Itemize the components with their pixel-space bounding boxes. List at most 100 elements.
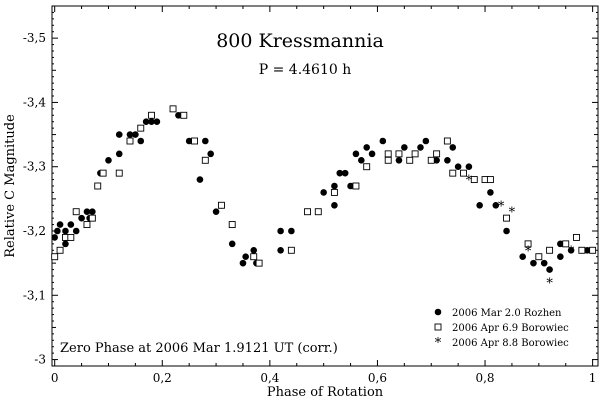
data-point	[331, 182, 338, 190]
data-point	[320, 189, 327, 196]
data-point	[422, 137, 430, 145]
plot-frame	[51, 5, 599, 367]
data-point	[175, 111, 182, 119]
data-point	[578, 246, 586, 254]
data-point	[562, 240, 570, 248]
data-point	[460, 169, 467, 177]
data-point	[589, 246, 597, 254]
data-point	[567, 246, 575, 254]
data-point	[358, 156, 365, 164]
data-point	[115, 150, 123, 158]
data-point	[126, 137, 134, 145]
data-point	[347, 182, 354, 190]
data-point	[51, 253, 59, 261]
data-point	[142, 118, 150, 126]
data-point	[304, 208, 311, 216]
data-point	[54, 227, 61, 235]
data-point	[94, 182, 102, 190]
data-point	[242, 253, 249, 261]
data-point	[449, 144, 457, 151]
chart-subtitle: P = 4.4610 h	[259, 62, 352, 78]
data-point	[56, 246, 64, 254]
data-point	[406, 156, 414, 164]
data-point	[72, 227, 80, 235]
data-point	[88, 214, 96, 222]
data-point	[524, 240, 532, 248]
data-point	[427, 156, 435, 164]
data-point	[503, 227, 510, 235]
chart-title: 800 Kressmannia	[216, 30, 384, 52]
data-point	[401, 144, 408, 151]
data-point	[67, 221, 75, 228]
data-point	[546, 266, 553, 273]
data-point	[331, 201, 338, 209]
data-point	[115, 169, 123, 177]
data-point	[583, 246, 591, 254]
data-point	[341, 169, 349, 177]
x-tick-label: 0,8	[475, 371, 494, 385]
data-point	[314, 208, 322, 216]
data-point	[363, 163, 371, 171]
x-axis-title: Phase of Rotation	[267, 385, 384, 400]
legend-label: 2006 Mar 2.0 Rozhen	[452, 308, 562, 319]
legend-marker	[434, 308, 442, 316]
data-point	[384, 156, 392, 164]
data-point	[250, 253, 258, 261]
data-point	[202, 137, 209, 145]
data-point	[557, 240, 564, 248]
zero-phase-annotation: Zero Phase at 2006 Mar 1.9121 UT (corr.)	[60, 341, 338, 356]
data-point	[277, 227, 284, 235]
data-point	[83, 221, 91, 229]
data-point	[443, 137, 451, 145]
data-point	[180, 111, 188, 119]
data-point: *	[466, 174, 473, 189]
data-point	[557, 253, 564, 261]
x-tick-label: 0,6	[368, 371, 387, 385]
data-point	[395, 150, 403, 158]
data-point	[126, 131, 134, 138]
data-point	[395, 156, 403, 164]
legend-marker: *	[435, 336, 442, 351]
data-point	[476, 201, 483, 209]
legend-label: 2006 Apr 8.8 Borowiec	[452, 338, 569, 349]
x-tick-label: 1	[589, 371, 597, 385]
y-tick-label: -3,5	[23, 31, 46, 45]
data-point	[255, 259, 263, 267]
data-point	[417, 144, 424, 151]
y-axis-title: Relative C Magnitude	[3, 114, 18, 258]
data-point	[78, 214, 85, 222]
data-point	[287, 246, 295, 254]
data-point	[330, 188, 338, 196]
data-point	[132, 131, 139, 138]
data-point	[196, 176, 204, 183]
y-tick-label: -3,2	[23, 224, 46, 238]
data-point	[535, 253, 543, 261]
y-axis: -3 -3,1 -3,2 -3,3 -3,4 -3,5	[23, 5, 598, 367]
data-point	[228, 240, 236, 248]
data-point	[530, 259, 537, 267]
y-tick-label: -3,4	[23, 95, 47, 109]
data-point	[228, 221, 236, 229]
data-point	[492, 201, 500, 209]
data-point	[148, 111, 155, 119]
data-point	[169, 105, 177, 113]
data-point	[277, 246, 284, 254]
data-point	[444, 156, 451, 164]
data-point	[89, 208, 96, 216]
data-point	[56, 221, 64, 228]
data-point	[239, 259, 247, 267]
data-point	[148, 118, 155, 126]
data-point	[486, 176, 494, 184]
data-point	[336, 169, 344, 177]
y-tick-label: -3,1	[23, 288, 46, 302]
data-point	[379, 137, 387, 145]
data-point: *	[568, 244, 575, 259]
data-point	[487, 189, 494, 196]
data-point	[352, 182, 360, 190]
data-point: *	[498, 199, 505, 214]
data-point	[137, 137, 145, 145]
data-point	[470, 176, 478, 184]
data-point	[185, 137, 193, 145]
data-point	[99, 169, 107, 177]
